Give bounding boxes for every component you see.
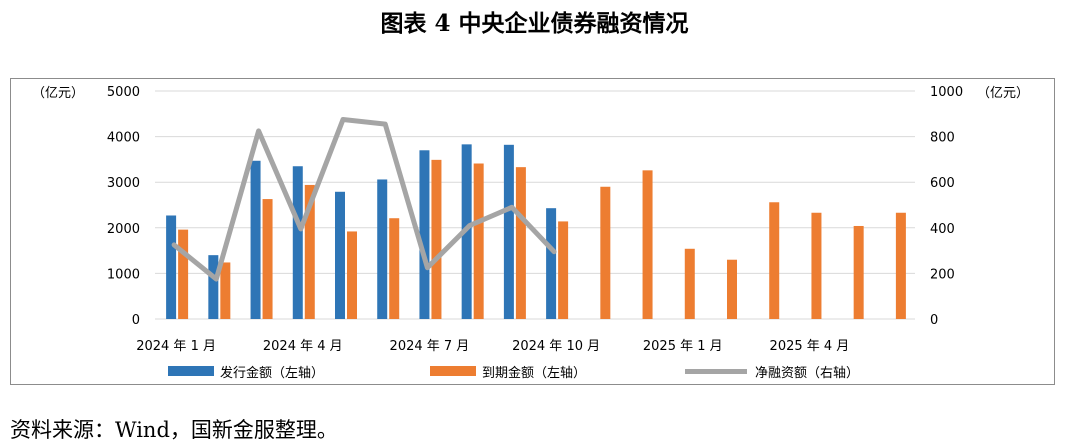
bar-issue bbox=[208, 255, 219, 319]
legend-item-net: 净融资额（右轴） bbox=[685, 361, 859, 381]
right-tick-label: 800 bbox=[930, 131, 955, 146]
line-series bbox=[171, 117, 557, 282]
legend-swatch-issue bbox=[168, 366, 214, 376]
chart-title: 图表 4 中央企业债券融资情况 bbox=[380, 10, 689, 37]
bar-maturity bbox=[220, 262, 231, 319]
left-tick-label: 1000 bbox=[107, 267, 140, 282]
bar-maturity bbox=[262, 199, 273, 319]
legend-label-issue: 发行金额（左轴） bbox=[220, 365, 325, 381]
left-axis-unit: （亿元） bbox=[32, 86, 84, 101]
right-tick-label: 400 bbox=[930, 222, 955, 237]
legend-label-net: 净融资额（右轴） bbox=[755, 365, 860, 381]
x-tick-label: 2024 年 4 月 bbox=[263, 339, 343, 354]
bar-maturity bbox=[600, 186, 611, 319]
right-axis-unit: （亿元） bbox=[977, 86, 1029, 101]
legend-item-issue: 发行金额（左轴） bbox=[168, 361, 324, 381]
bar-maturity bbox=[769, 202, 780, 319]
bar-maturity bbox=[515, 167, 526, 319]
right-tick-label: 1000 bbox=[930, 85, 963, 100]
bar-maturity bbox=[347, 231, 357, 319]
bar-issue bbox=[377, 179, 388, 319]
bar-maturity bbox=[811, 212, 822, 319]
legend-item-maturity: 到期金额（左轴） bbox=[430, 361, 586, 381]
legend-label-maturity: 到期金额（左轴） bbox=[482, 365, 587, 381]
bar-maturity bbox=[895, 212, 906, 319]
right-tick-label: 200 bbox=[930, 267, 955, 282]
bar-issue bbox=[419, 150, 430, 319]
left-axis-ticks: 0 1000 2000 3000 4000 5000 bbox=[107, 85, 140, 328]
bar-maturity bbox=[431, 159, 442, 319]
bar-issue bbox=[546, 208, 557, 319]
bar-issue bbox=[292, 166, 303, 319]
bar-maturity bbox=[389, 218, 400, 319]
legend-swatch-maturity bbox=[430, 366, 476, 376]
x-tick-label: 2024 年 1 月 bbox=[136, 339, 216, 354]
line-net-financing bbox=[171, 117, 557, 282]
legend-swatch-net bbox=[685, 368, 747, 374]
gridlines bbox=[155, 90, 915, 320]
right-tick-label: 0 bbox=[930, 313, 938, 328]
x-tick-label: 2025 年 4 月 bbox=[770, 339, 850, 354]
left-tick-label: 3000 bbox=[107, 176, 140, 191]
right-axis-ticks: 0 200 400 600 800 1000 bbox=[930, 85, 963, 328]
x-tick-label: 2025 年 1 月 bbox=[643, 339, 723, 354]
bar-maturity bbox=[684, 248, 695, 319]
bar-issue bbox=[166, 215, 177, 319]
left-tick-label: 4000 bbox=[107, 131, 140, 146]
x-axis-ticks: 2024 年 1 月 2024 年 4 月 2024 年 7 月 2024 年 10 … bbox=[136, 339, 849, 354]
bar-issue bbox=[250, 160, 261, 319]
bar-issue bbox=[335, 191, 345, 319]
left-tick-label: 2000 bbox=[107, 222, 140, 237]
bar-maturity bbox=[642, 170, 653, 319]
bar-issue bbox=[503, 144, 514, 319]
x-tick-label: 2024 年 7 月 bbox=[390, 339, 470, 354]
bar-maturity bbox=[558, 221, 569, 319]
bar-maturity bbox=[727, 259, 737, 319]
bar-maturity bbox=[473, 163, 484, 319]
right-tick-label: 600 bbox=[930, 176, 955, 191]
bar-maturity bbox=[853, 225, 864, 319]
left-tick-label: 0 bbox=[132, 313, 140, 328]
source-note: 资料来源：Wind，国新金服整理。 bbox=[10, 418, 338, 442]
bar-maturity bbox=[178, 229, 189, 319]
x-tick-label: 2024 年 10 月 bbox=[512, 339, 600, 354]
chart-frame bbox=[10, 78, 1055, 385]
bar-maturity bbox=[304, 184, 315, 319]
left-tick-label: 5000 bbox=[107, 85, 140, 100]
